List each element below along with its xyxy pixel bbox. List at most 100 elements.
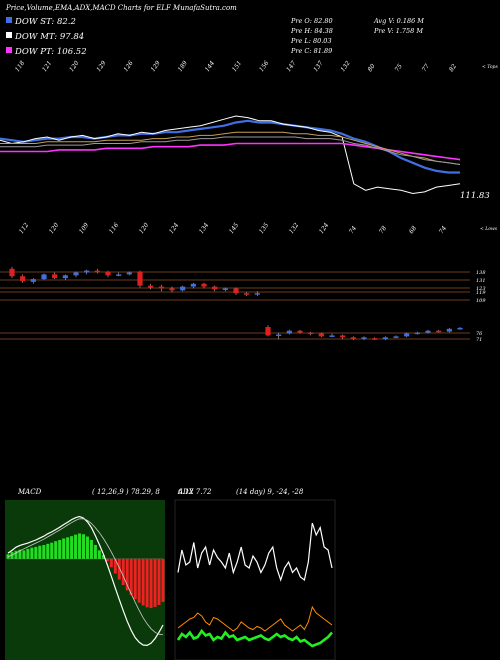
macd-histogram-bar: [121, 558, 125, 585]
macd-histogram-bar: [117, 558, 121, 580]
macd-histogram-bar: [129, 558, 133, 595]
macd-histogram-bar: [74, 534, 78, 559]
candle-body: [84, 270, 90, 273]
candle-body: [201, 283, 207, 287]
stat-pre-close: Pre C: 81.89: [290, 47, 332, 55]
candle-body: [340, 335, 346, 338]
candle-body: [425, 330, 431, 333]
lows-suffix: < Lows: [480, 226, 498, 232]
candle-body: [244, 293, 250, 295]
candle-body: [372, 338, 378, 340]
macd-histogram-bar: [54, 541, 58, 559]
macd-histogram-bar: [82, 534, 86, 559]
candle-body: [116, 274, 122, 276]
macd-histogram-bar: [161, 558, 165, 602]
candle-body: [30, 279, 36, 282]
bottom-tick-label: 109: [78, 222, 90, 236]
macd-histogram-bar: [18, 549, 22, 559]
bottom-tick-label: 124: [168, 222, 180, 236]
macd-title: MACD: [17, 488, 42, 496]
candle-body: [308, 332, 314, 335]
bottom-tick-label: 132: [288, 222, 300, 236]
price-series-line: [0, 119, 460, 174]
macd-histogram-bar: [85, 536, 89, 559]
adx-series-line: [176, 628, 333, 648]
price-stats: Pre O: 82.80 Avg V: 0.186 M Pre H: 84.38…: [290, 17, 424, 55]
candle-body: [169, 288, 175, 291]
candle-body: [393, 336, 399, 338]
macd-histogram-bar: [42, 545, 46, 559]
bottom-tick-label: 74: [438, 225, 448, 235]
candle-body: [382, 337, 388, 340]
bottom-tick-label: 116: [108, 222, 120, 236]
macd-background: [5, 500, 165, 660]
candle-body: [329, 335, 335, 337]
candle-body: [94, 270, 100, 273]
adx-value-label: 6.12 7.72: [178, 488, 212, 496]
adx-panel: ADX 6.12 7.72 (14 day) 9, -24, -28: [174, 488, 336, 660]
bottom-tick-label: 74: [348, 225, 358, 235]
level-label: 109: [476, 298, 486, 304]
adx-params: (14 day) 9, -24, -28: [236, 488, 304, 496]
top-tick-label: 147: [285, 60, 297, 74]
candle-body: [190, 283, 196, 287]
candle-body: [212, 286, 218, 290]
macd-histogram-bar: [30, 547, 34, 559]
bottom-tick-label: 112: [18, 222, 30, 236]
top-tick-label: 126: [122, 60, 134, 74]
macd-histogram-bar: [78, 533, 82, 559]
macd-panel: MACD ( 12,26,9 ) 78.29, 8: [5, 488, 165, 660]
stat-pre-volume: Pre V: 1.758 M: [373, 27, 423, 35]
candle-body: [446, 328, 452, 332]
adx-series-line: [177, 605, 333, 632]
stat-avg-volume: Avg V: 0.186 M: [373, 17, 424, 25]
macd-histogram-bar: [149, 558, 153, 609]
top-tick-label: 120: [68, 60, 80, 74]
stat-pre-high: Pre H: 84.38: [290, 27, 333, 35]
macd-signal-line: [7, 518, 164, 635]
candle-body: [180, 286, 186, 291]
bottom-tick-label: 134: [198, 222, 210, 236]
bottom-tick-label: 124: [318, 222, 330, 236]
macd-histogram-bar: [137, 558, 141, 603]
bottom-tick-label: 78: [378, 225, 388, 235]
top-tick-label: 137: [312, 60, 324, 74]
macd-content: [6, 515, 165, 647]
macd-histogram-bar: [97, 550, 101, 559]
macd-histogram-bar: [105, 558, 109, 562]
bottom-tick-label: 68: [408, 225, 418, 235]
top-tick-label: 121: [41, 60, 53, 73]
macd-histogram-bar: [70, 536, 74, 559]
stat-pre-open: Pre O: 82.80: [290, 17, 333, 25]
candle-body: [414, 332, 420, 335]
candle-body: [158, 286, 164, 289]
adx-title: ADX: [177, 488, 195, 496]
macd-histogram-bar: [101, 555, 105, 559]
level-label: 119: [476, 290, 486, 296]
candle-body: [350, 337, 356, 339]
top-tick-label: 80: [367, 63, 377, 73]
candle-body: [148, 285, 154, 288]
macd-histogram-bar: [34, 546, 38, 559]
macd-histogram-bar: [66, 537, 70, 559]
top-tick-label: 118: [14, 60, 26, 74]
top-tick-label: 189: [177, 60, 189, 74]
candle-body: [297, 330, 303, 333]
candle-body: [41, 274, 47, 280]
price-series-line: [0, 131, 461, 165]
price-series-line: [0, 142, 461, 161]
top-tick-labels: 118 121 120 129 126 129 189 144 151 156 147 137 132 8…: [14, 60, 458, 74]
top-tick-label: 129: [95, 60, 107, 74]
macd-histogram-bar: [157, 558, 161, 605]
adx-content: [176, 522, 333, 648]
candles: [9, 266, 463, 341]
level-label: 76: [476, 331, 483, 337]
candle-body: [52, 274, 58, 279]
macd-histogram-bar: [141, 558, 145, 606]
macd-histogram-bar: [93, 545, 97, 559]
macd-histogram-bar: [113, 558, 117, 574]
macd-histogram-bar: [62, 538, 66, 559]
macd-histogram-bar: [133, 558, 137, 600]
